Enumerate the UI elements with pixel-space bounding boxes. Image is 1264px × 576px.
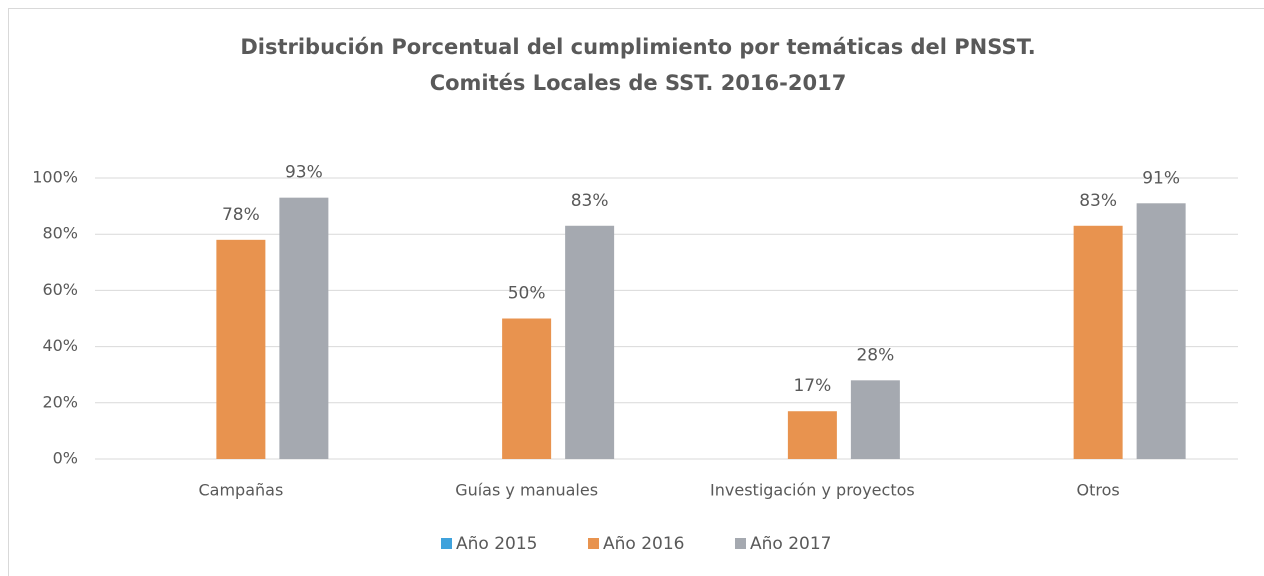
data-label: 91% [1142,168,1180,188]
chart-title: Comités Locales de SST. 2016-2017 [430,71,847,95]
bar [565,225,615,459]
legend-swatch [735,538,746,549]
y-tick-label: 40% [42,336,78,355]
bar [1136,203,1186,459]
bar [787,411,837,459]
data-label: 17% [793,376,831,396]
legend-label: Año 2015 [456,534,537,554]
data-label: 93% [285,163,323,183]
bar [279,197,329,460]
x-tick-label: Investigación y proyectos [710,481,915,500]
bar [1073,225,1123,459]
data-label: 83% [571,191,609,211]
data-label: 78% [222,205,260,225]
legend-label: Año 2016 [603,534,684,554]
y-tick-label: 0% [53,449,78,468]
y-tick-label: 80% [42,224,78,243]
data-label: 50% [508,284,546,304]
bar [502,318,552,459]
legend-label: Año 2017 [750,534,831,554]
x-tick-label: Otros [1077,481,1120,500]
legend-swatch [441,538,452,549]
chart-title: Distribución Porcentual del cumplimiento… [240,35,1035,59]
bar [216,239,266,459]
x-tick-label: Guías y manuales [455,481,598,500]
bar [850,380,900,459]
y-tick-label: 60% [42,280,78,299]
x-tick-label: Campañas [198,481,283,500]
y-tick-label: 20% [42,392,78,411]
y-tick-label: 100% [32,168,78,187]
data-label: 83% [1079,191,1117,211]
legend-swatch [588,538,599,549]
data-label: 28% [856,345,894,365]
